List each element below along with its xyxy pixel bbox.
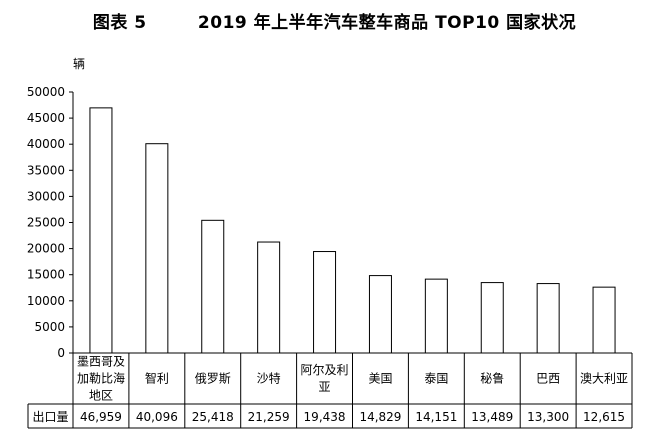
x-tick-label: 巴西 bbox=[536, 372, 560, 386]
x-tick-label: 亚 bbox=[319, 380, 331, 394]
data-label: 12,615 bbox=[583, 410, 625, 424]
bar bbox=[145, 143, 169, 354]
x-tick-label: 澳大利亚 bbox=[580, 372, 628, 386]
x-tick-label: 阿尔及利 bbox=[301, 362, 349, 377]
y-tick-label: 5000 bbox=[34, 320, 65, 334]
bar bbox=[592, 286, 616, 354]
data-label: 14,151 bbox=[415, 410, 457, 424]
data-label: 13,489 bbox=[471, 410, 513, 424]
bar bbox=[313, 251, 337, 354]
x-tick-label: 墨西哥及 bbox=[77, 355, 125, 369]
y-tick-label: 25000 bbox=[27, 216, 65, 230]
x-tick-label: 美国 bbox=[368, 372, 392, 386]
x-tick-label: 泰国 bbox=[424, 372, 448, 386]
y-tick-label: 45000 bbox=[27, 111, 65, 125]
y-axis-label: 辆 bbox=[73, 57, 85, 71]
x-tick-label: 地区 bbox=[89, 389, 113, 403]
y-tick-label: 35000 bbox=[27, 163, 65, 177]
x-tick-label: 俄罗斯 bbox=[195, 372, 231, 386]
y-tick-label: 10000 bbox=[27, 294, 65, 308]
bar bbox=[424, 278, 448, 354]
data-label: 25,418 bbox=[192, 410, 234, 424]
bar bbox=[536, 283, 560, 354]
bar bbox=[368, 275, 392, 354]
chart-title: 图表 5 2019 年上半年汽车整车商品 TOP10 国家状况 bbox=[92, 13, 577, 33]
y-tick-label: 15000 bbox=[27, 268, 65, 282]
bar bbox=[89, 107, 113, 354]
x-tick-label: 加勒比海 bbox=[77, 371, 125, 386]
data-label: 40,096 bbox=[136, 410, 178, 424]
data-label: 13,300 bbox=[527, 410, 569, 424]
x-tick-label: 秘鲁 bbox=[480, 372, 504, 386]
y-tick-label: 0 bbox=[57, 346, 65, 360]
series-name: 出口量 bbox=[32, 410, 68, 424]
y-tick-label: 30000 bbox=[27, 189, 65, 203]
x-tick-label: 沙特 bbox=[257, 371, 281, 386]
bar bbox=[201, 219, 225, 354]
x-tick-label: 智利 bbox=[145, 371, 169, 386]
y-tick-label: 20000 bbox=[27, 242, 65, 256]
bar bbox=[480, 282, 504, 354]
data-label: 21,259 bbox=[248, 410, 290, 424]
y-tick-label: 50000 bbox=[27, 85, 65, 99]
data-label: 46,959 bbox=[80, 410, 122, 424]
y-tick-label: 40000 bbox=[27, 137, 65, 151]
data-label: 19,438 bbox=[304, 410, 346, 424]
bar bbox=[257, 241, 281, 354]
data-label: 14,829 bbox=[359, 410, 401, 424]
